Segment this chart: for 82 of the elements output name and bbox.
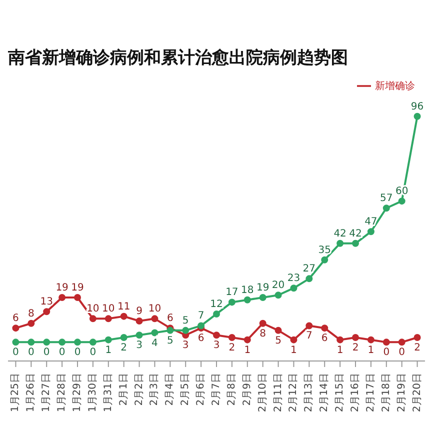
- data-label: 5: [166, 335, 174, 346]
- data-label: 6: [198, 333, 204, 344]
- x-tick-label: 2月2日: [134, 373, 145, 406]
- data-label: 13: [40, 296, 53, 308]
- data-label: 1: [105, 344, 112, 356]
- data-label: 1: [368, 344, 374, 356]
- x-tick-label: 2月4日: [164, 373, 176, 406]
- data-label: 17: [226, 287, 238, 298]
- x-tick-label: 1月28日: [56, 373, 68, 412]
- x-tick-label: 2月13日: [304, 373, 315, 412]
- data-label: 19: [56, 282, 68, 294]
- data-label: 0: [90, 347, 96, 358]
- data-label: 7: [198, 310, 204, 322]
- x-tick-label: 2月11日: [272, 373, 284, 412]
- x-tick-label: 1月29日: [72, 373, 83, 412]
- data-label: 3: [213, 340, 220, 352]
- data-label: 9: [136, 306, 142, 318]
- data-label: 12: [210, 298, 223, 310]
- x-tick-label: 2月12日: [288, 373, 300, 412]
- x-tick-label: 2月19日: [396, 373, 408, 412]
- data-label: 20: [272, 280, 285, 292]
- chart-title: 南省新增确诊病例和累计治愈出院病例趋势图: [8, 47, 349, 69]
- data-label: 7: [306, 330, 312, 342]
- data-label: 1: [244, 344, 251, 356]
- data-label: 1: [336, 344, 344, 356]
- x-tick-label: 2月16日: [350, 373, 361, 412]
- x-tick-label: 2月3日: [149, 373, 160, 406]
- x-tick-label: 2月10日: [257, 373, 268, 412]
- data-label: 19: [256, 282, 270, 294]
- x-tick-label: 1月27日: [41, 373, 52, 412]
- data-label: 0: [398, 347, 406, 358]
- data-label: 2: [352, 342, 359, 354]
- data-label: 11: [117, 301, 130, 312]
- x-tick-label: 2月8日: [226, 373, 238, 406]
- x-tick-label: 1月26日: [26, 373, 37, 412]
- data-label: 3: [182, 340, 189, 352]
- x-tick-label: 2月20日: [412, 373, 423, 412]
- x-tick-label: 2月17日: [365, 373, 376, 412]
- data-label: 5: [182, 315, 189, 326]
- x-tick-label: 2月6日: [196, 373, 207, 406]
- data-label: 10: [148, 304, 162, 315]
- data-label: 8: [28, 308, 34, 320]
- data-label: 42: [334, 228, 346, 240]
- x-tick-label: 2月7日: [211, 373, 222, 406]
- x-tick-label: 1月25日: [10, 373, 22, 412]
- data-label: 96: [410, 101, 424, 112]
- data-label: 42: [349, 228, 362, 240]
- legend-label: 新增确诊: [375, 81, 415, 92]
- data-label: 1: [290, 344, 297, 356]
- x-tick-label: 2月5日: [180, 373, 192, 406]
- data-label: 0: [43, 347, 50, 358]
- data-label: 0: [74, 347, 81, 358]
- x-tick-label: 2月9日: [242, 373, 253, 406]
- data-label: 2: [414, 342, 420, 354]
- data-label: 0: [12, 347, 19, 358]
- data-label: 27: [302, 264, 316, 275]
- data-label: 10: [86, 304, 100, 315]
- x-tick-label: 2月15日: [334, 373, 346, 412]
- x-tick-label: 2月18日: [380, 373, 392, 412]
- data-label: 18: [241, 284, 254, 296]
- data-label: 5: [275, 335, 282, 346]
- data-label: 4: [152, 338, 158, 349]
- data-label: 47: [364, 216, 378, 228]
- x-tick-label: 1月30日: [87, 373, 98, 412]
- data-label: 6: [321, 333, 328, 344]
- data-label: 10: [102, 304, 115, 315]
- data-label: 3: [136, 340, 142, 352]
- data-label: 19: [71, 282, 84, 294]
- x-tick-label: 1月31日: [102, 373, 114, 412]
- data-label: 6: [12, 313, 19, 324]
- data-label: 8: [260, 328, 266, 340]
- x-tick-label: 2月1日: [118, 373, 130, 406]
- data-label: 0: [58, 347, 66, 358]
- data-label: 57: [380, 193, 393, 204]
- data-label: 35: [318, 244, 331, 256]
- data-label: 0: [28, 347, 34, 358]
- data-label: 2: [228, 342, 236, 354]
- data-label: 0: [383, 347, 390, 358]
- data-label: 23: [287, 273, 300, 284]
- data-label: 2: [120, 342, 128, 354]
- x-tick-label: 2月14日: [319, 373, 330, 412]
- data-label: 6: [166, 313, 174, 324]
